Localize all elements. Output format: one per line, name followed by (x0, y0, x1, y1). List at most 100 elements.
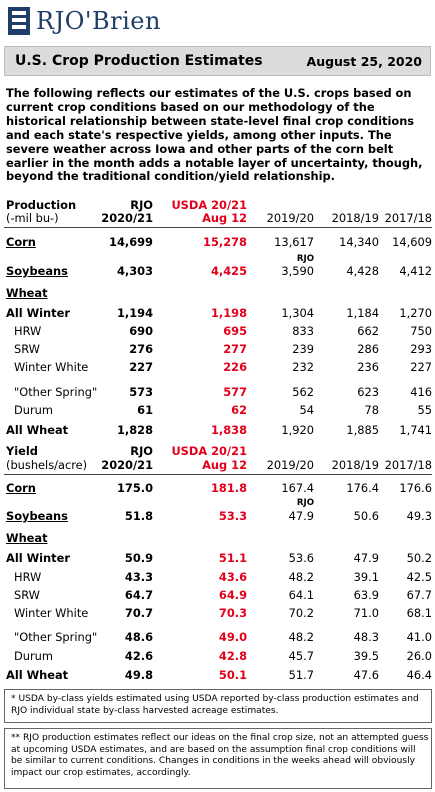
value-2018: 48.3 (353, 630, 379, 644)
yield-row-all-winter: All Winter 50.9 51.1 53.6 47.9 50.2 (0, 551, 435, 567)
yield-row-soybeans: Soybeans 51.8 53.3 47.9 50.6 49.3 (0, 509, 435, 525)
value-2017: 227 (410, 360, 432, 374)
value-2019: 13,617 (274, 235, 314, 249)
production-col-2017: 2017/18 (384, 211, 432, 225)
logo-mark-icon (8, 7, 30, 35)
usda-value: 15,278 (203, 235, 247, 249)
header-bar: U.S. Crop Production Estimates August 25… (4, 46, 431, 76)
row-label: HRW (14, 570, 42, 584)
value-2019: 51.7 (288, 668, 314, 682)
yield-row-other-spring: "Other Spring" 48.6 49.0 48.2 48.3 41.0 (0, 630, 435, 646)
usda-value: 43.6 (218, 570, 247, 584)
production-rjo-year: 2020/21 (101, 211, 153, 225)
production-rjo-header: RJO (130, 198, 153, 212)
value-2019: 47.9 (288, 509, 314, 523)
rjo-value: 175.0 (116, 481, 153, 495)
value-2018: 47.9 (353, 551, 379, 565)
row-label: "Other Spring" (14, 385, 98, 399)
production-unit-label: (-mil bu-) (6, 211, 59, 225)
value-2018: 236 (357, 360, 379, 374)
production-header-row-1: Production RJO USDA 20/21 (0, 198, 435, 214)
rjo-value: 42.6 (124, 649, 153, 663)
yield-usda-header: USDA 20/21 (171, 444, 247, 458)
usda-value: 181.8 (210, 481, 247, 495)
section-label: Wheat (6, 531, 48, 545)
value-2017: 49.3 (406, 509, 432, 523)
yield-header-divider (4, 474, 432, 475)
value-2018: 176.4 (346, 481, 379, 495)
value-2019: 1,304 (281, 306, 314, 320)
value-2019: 54 (299, 403, 315, 417)
yield-col-2017: 2017/18 (384, 458, 432, 472)
value-2018: 1,184 (346, 306, 379, 320)
yield-rjo-marker-row: RJO (0, 498, 435, 508)
production-row-other-spring: "Other Spring" 573 577 562 623 416 (0, 385, 435, 401)
value-2019: 48.2 (288, 570, 314, 584)
value-2019: 48.2 (288, 630, 314, 644)
value-2017: 50.2 (406, 551, 432, 565)
usda-value: 49.0 (218, 630, 247, 644)
section-label: Wheat (6, 286, 48, 300)
production-header-label: Production (6, 198, 77, 212)
yield-rjo-year: 2020/21 (101, 458, 153, 472)
rjo-value: 227 (129, 360, 153, 374)
value-2019: 833 (292, 324, 314, 338)
value-2017: 176.6 (399, 481, 432, 495)
production-header-divider (4, 227, 432, 228)
row-label: Corn (6, 481, 36, 495)
row-label: SRW (14, 588, 40, 602)
usda-value: 50.1 (218, 668, 247, 682)
row-label: Durum (14, 403, 53, 417)
yield-header-row-2: (bushels/acre) 2020/21 Aug 12 2019/20 20… (0, 458, 435, 474)
yield-usda-date: Aug 12 (202, 458, 247, 472)
usda-value: 1,198 (210, 306, 247, 320)
value-2017: 14,609 (392, 235, 432, 249)
yield-col-2018: 2018/19 (331, 458, 379, 472)
production-row-hrw: HRW 690 695 833 662 750 (0, 324, 435, 340)
yield-row-all-wheat: All Wheat 49.8 50.1 51.7 47.6 46.4 (0, 668, 435, 684)
value-2018: 1,885 (346, 423, 379, 437)
yield-wheat-section: Wheat (0, 531, 435, 547)
yield-col-2019: 2019/20 (266, 458, 314, 472)
rjo-value: 49.8 (124, 668, 153, 682)
yield-row-corn: Corn 175.0 181.8 167.4 176.4 176.6 (0, 481, 435, 497)
production-rjo-marker-row: RJO (0, 254, 435, 264)
value-2019: 232 (292, 360, 314, 374)
rjo-value: 70.7 (124, 606, 153, 620)
value-2017: 68.1 (406, 606, 432, 620)
row-label: Durum (14, 649, 53, 663)
value-2019: 562 (292, 385, 314, 399)
yield-header-label: Yield (6, 444, 38, 458)
value-2017: 26.0 (406, 649, 432, 663)
value-2018: 63.9 (353, 588, 379, 602)
value-2017: 1,741 (399, 423, 432, 437)
usda-value: 695 (223, 324, 247, 338)
report-date: August 25, 2020 (306, 54, 422, 69)
usda-value: 64.9 (218, 588, 247, 602)
value-2017: 41.0 (406, 630, 432, 644)
rjo-value: 690 (129, 324, 153, 338)
production-row-corn: Corn 14,699 15,278 13,617 14,340 14,609 (0, 235, 435, 251)
rjo-value: 1,194 (116, 306, 153, 320)
rjo-value: 4,303 (116, 264, 153, 278)
value-2019: 239 (292, 342, 314, 356)
row-label: Winter White (14, 606, 89, 620)
footnote-box-1: * USDA by-class yields estimated using U… (4, 689, 432, 723)
production-header-row-2: (-mil bu-) 2020/21 Aug 12 2019/20 2018/1… (0, 211, 435, 227)
yield-unit-label: (bushels/acre) (6, 458, 88, 472)
value-2019: 1,920 (281, 423, 314, 437)
usda-value: 53.3 (218, 509, 247, 523)
rjo-value: 61 (137, 403, 153, 417)
rjo-marker: RJO (296, 498, 314, 508)
row-label: Soybeans (6, 509, 68, 523)
value-2018: 47.6 (353, 668, 379, 682)
value-2018: 4,428 (346, 264, 379, 278)
value-2018: 662 (357, 324, 379, 338)
row-label: All Wheat (6, 668, 69, 682)
value-2019: 167.4 (281, 481, 314, 495)
yield-row-hrw: HRW 43.3 43.6 48.2 39.1 42.5 (0, 570, 435, 586)
value-2019: 64.1 (288, 588, 314, 602)
row-label: "Other Spring" (14, 630, 98, 644)
production-row-soybeans: Soybeans 4,303 4,425 3,590 4,428 4,412 (0, 264, 435, 280)
rjo-value: 14,699 (109, 235, 153, 249)
